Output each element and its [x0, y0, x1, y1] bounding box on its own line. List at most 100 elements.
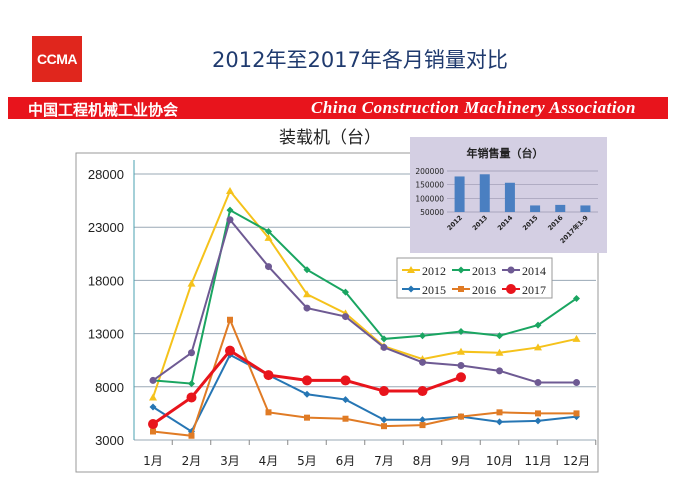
x-tick-label: 2月 — [182, 454, 202, 468]
data-point-2016 — [535, 410, 541, 417]
data-point-2014 — [457, 362, 465, 370]
data-point-2013 — [303, 266, 311, 274]
inset-bar — [479, 174, 490, 212]
data-point-2014 — [380, 343, 388, 351]
legend-marker-2015 — [407, 285, 415, 293]
data-point-2015 — [534, 417, 542, 425]
data-point-2015 — [496, 418, 503, 426]
data-point-2015 — [342, 396, 349, 404]
data-point-2016 — [381, 423, 387, 430]
data-point-2014 — [342, 313, 349, 321]
x-tick-label: 1月 — [143, 454, 163, 468]
legend-box — [396, 257, 553, 299]
x-tick-label: 6月 — [336, 454, 356, 468]
legend-label: 2014 — [522, 264, 546, 278]
legend-marker-2017 — [506, 284, 516, 294]
legend-marker-2013 — [457, 266, 465, 274]
data-point-2015 — [303, 390, 311, 398]
y-tick-label: 8000 — [95, 380, 124, 395]
data-point-2013 — [419, 332, 426, 340]
series-line-2012 — [152, 189, 577, 398]
x-tick-label: 9月 — [451, 454, 471, 468]
data-point-2014 — [149, 376, 157, 384]
data-point-2017 — [225, 345, 235, 356]
data-point-2016 — [188, 432, 195, 439]
data-point-2013 — [496, 332, 503, 340]
series-line-2016 — [152, 316, 577, 437]
data-point-2013 — [573, 294, 580, 302]
data-point-2016 — [496, 409, 503, 416]
inset-bar — [530, 205, 541, 212]
x-tick-label: 4月 — [259, 454, 279, 468]
association-banner: 中国工程机械工业协会 China Construction Machinery … — [8, 97, 668, 119]
logo-text: CCMA — [37, 51, 78, 67]
x-tick-label: 12月 — [563, 454, 590, 468]
series-line-2014 — [152, 217, 577, 384]
chart-frame — [75, 152, 599, 473]
banner-cn: 中国工程机械工业协会 — [28, 101, 179, 119]
data-point-2016 — [150, 428, 156, 435]
data-point-2012 — [187, 279, 196, 287]
data-point-2013 — [265, 227, 272, 235]
inset-bar — [504, 182, 515, 212]
x-tick-label: 8月 — [413, 454, 433, 468]
inset-bar — [580, 205, 591, 212]
y-tick-label: 18000 — [88, 273, 124, 288]
data-point-2012 — [149, 393, 157, 401]
legend-label: 2017 — [522, 283, 546, 297]
data-point-2014 — [265, 263, 272, 271]
y-tick-label: 28000 — [88, 167, 124, 182]
x-tick-label: 3月 — [220, 454, 240, 468]
data-point-2012 — [226, 187, 234, 195]
data-point-2013 — [342, 288, 349, 296]
page-title: 2012年至2017年各月销量对比 — [212, 48, 508, 72]
data-point-2012 — [264, 233, 273, 241]
data-point-2013 — [534, 321, 542, 329]
data-point-2012 — [534, 343, 542, 351]
y-tick-label: 13000 — [88, 327, 124, 342]
data-point-2013 — [457, 327, 465, 335]
banner-en: China Construction Machinery Association — [311, 98, 636, 117]
data-point-2017 — [340, 375, 351, 386]
inset-y-tick-label: 150000 — [415, 181, 444, 190]
inset-bar — [555, 204, 566, 212]
legend-label: 2013 — [472, 264, 496, 278]
data-point-2012 — [572, 334, 581, 342]
data-point-2016 — [458, 413, 464, 420]
x-tick-label: 10月 — [486, 454, 513, 468]
data-point-2013 — [380, 335, 388, 343]
inset-bar — [454, 176, 465, 212]
data-point-2016 — [419, 422, 426, 429]
data-point-2014 — [534, 379, 542, 387]
data-point-2012 — [457, 347, 465, 355]
inset-y-tick-label: 50000 — [420, 208, 444, 217]
data-point-2014 — [188, 349, 195, 357]
data-point-2017 — [302, 375, 312, 386]
inset-y-tick-label: 100000 — [415, 194, 444, 203]
data-point-2017 — [263, 370, 274, 381]
x-tick-label: 11月 — [524, 454, 551, 468]
data-point-2017 — [148, 419, 158, 430]
series-line-2015 — [152, 353, 577, 433]
inset-title: 年销售量（台） — [467, 146, 544, 160]
data-point-2016 — [573, 410, 580, 417]
ccma-logo: CCMA — [32, 36, 82, 82]
data-point-2015 — [149, 403, 157, 411]
data-point-2017 — [379, 386, 389, 397]
data-point-2012 — [495, 348, 504, 356]
data-point-2014 — [303, 304, 311, 312]
inset-y-tick-label: 200000 — [415, 167, 444, 176]
data-point-2013 — [226, 206, 234, 214]
data-point-2014 — [226, 216, 234, 224]
data-point-2017 — [186, 392, 197, 403]
legend-marker-2016 — [458, 286, 464, 292]
data-point-2015 — [380, 416, 388, 424]
data-point-2017 — [417, 386, 428, 397]
legend-label: 2016 — [472, 283, 496, 297]
data-point-2014 — [573, 379, 580, 387]
data-point-2016 — [304, 414, 310, 421]
legend-marker-2014 — [507, 266, 515, 274]
legend-label: 2012 — [422, 264, 446, 278]
data-point-2016 — [265, 409, 272, 416]
